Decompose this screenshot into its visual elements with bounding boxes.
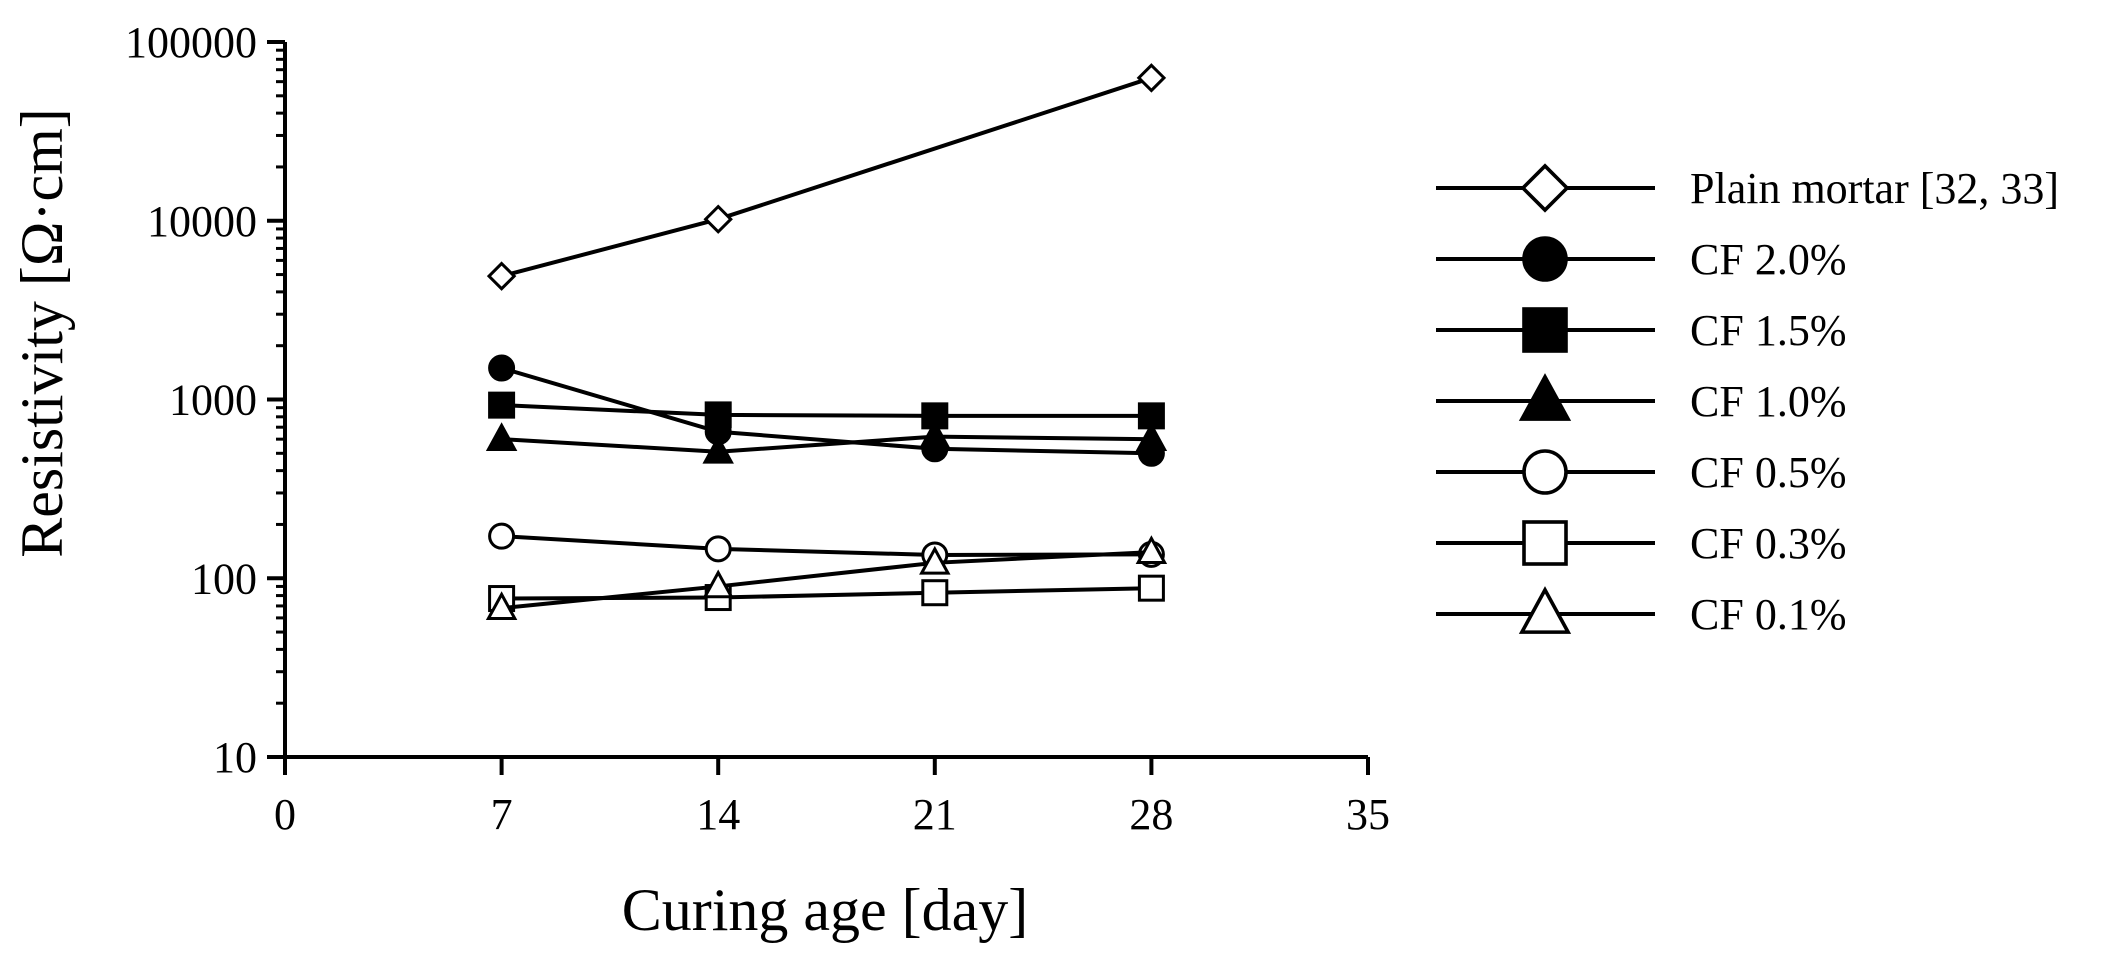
legend-label: CF 1.0% — [1690, 377, 1846, 426]
legend-item-3: CF 1.0% — [1436, 373, 1846, 426]
data-point — [704, 535, 732, 563]
y-tick-label: 1000 — [169, 376, 257, 425]
x-tick-label: 0 — [274, 790, 296, 839]
x-tick-label: 28 — [1129, 790, 1173, 839]
data-point — [702, 434, 734, 464]
legend-marker — [1522, 520, 1568, 566]
y-axis-title: Resistivity [Ω·cm] — [9, 108, 75, 558]
series-line — [501, 366, 1152, 456]
x-tick-label: 7 — [491, 790, 513, 839]
series-4 — [488, 522, 1165, 569]
legend-label: CF 0.5% — [1690, 448, 1846, 497]
legend-marker — [1518, 586, 1572, 634]
legend: Plain mortar [32, 33] CF 2.0% CF 1.5% CF 1.… — [1436, 163, 2059, 639]
axes: 10 100 1000 10000 100000 0 7 14 21 28 35 — [125, 18, 1390, 839]
data-point — [488, 354, 516, 382]
legend-label: Plain mortar [32, 33] — [1690, 164, 2059, 213]
legend-marker — [1522, 307, 1568, 353]
y-tick-label: 100000 — [125, 18, 257, 67]
x-tick-label: 35 — [1346, 790, 1390, 839]
legend-label: CF 1.5% — [1690, 306, 1846, 355]
series-line — [501, 403, 1152, 418]
legend-item-2: CF 1.5% — [1436, 306, 1846, 355]
data-point — [921, 579, 949, 607]
series-line — [501, 75, 1153, 279]
data-point — [485, 591, 518, 621]
data-point — [485, 422, 518, 452]
series-3 — [485, 419, 1168, 464]
data-point — [919, 419, 951, 449]
legend-item-4: CF 0.5% — [1436, 448, 1846, 497]
data-point — [704, 401, 732, 429]
legend-marker — [1522, 236, 1568, 282]
data-point — [1135, 535, 1168, 564]
x-tick-label: 14 — [696, 790, 740, 839]
data-point — [702, 569, 734, 599]
data-point — [486, 261, 517, 291]
data-point — [1135, 422, 1168, 452]
legend-item-0: Plain mortar [32, 33] — [1436, 163, 2059, 213]
series-0 — [486, 63, 1167, 291]
series-line — [501, 534, 1152, 557]
series-6 — [485, 535, 1168, 621]
data-point — [488, 522, 516, 550]
data-point — [703, 204, 733, 234]
series-line — [501, 550, 1152, 611]
y-tick-label: 10 — [213, 733, 257, 782]
data-point — [1137, 574, 1165, 602]
legend-item-5: CF 0.3% — [1436, 519, 1846, 568]
x-axis-title: Curing age [day] — [622, 877, 1029, 943]
legend-marker — [1518, 373, 1572, 421]
data-point — [488, 391, 516, 419]
series-2 — [488, 391, 1165, 430]
legend-item-1: CF 2.0% — [1436, 235, 1846, 284]
legend-marker — [1522, 449, 1568, 495]
series-5 — [488, 574, 1165, 613]
series-line — [501, 434, 1152, 454]
data-point — [1136, 63, 1167, 93]
y-tick-label: 100 — [191, 554, 257, 603]
data-point — [919, 545, 951, 575]
legend-label: CF 2.0% — [1690, 235, 1846, 284]
legend-marker — [1520, 163, 1570, 213]
y-tick-label: 10000 — [147, 197, 257, 246]
series-group — [485, 63, 1168, 621]
x-tick-label: 21 — [913, 790, 957, 839]
legend-label: CF 0.1% — [1690, 590, 1846, 639]
legend-item-6: CF 0.1% — [1436, 586, 1846, 639]
legend-label: CF 0.3% — [1690, 519, 1846, 568]
